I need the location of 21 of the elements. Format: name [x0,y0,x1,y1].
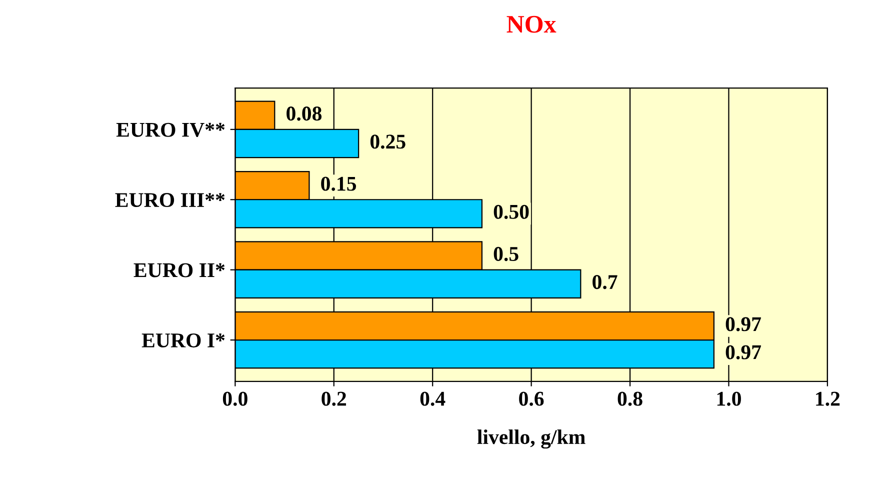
data-label: 0.7 [592,275,618,290]
data-label: 0.50 [494,204,529,219]
x-tick-label: 1.0 [717,392,741,406]
x-axis-title: livello, g/km [477,429,586,449]
data-label: 0.97 [726,345,761,360]
y-tick-label: EURO III** [115,193,225,208]
data-label: 0.5 [494,246,518,262]
x-tick-label: 0.2 [322,392,346,406]
data-label: 0.15 [321,176,356,191]
y-tick-label: EURO IV** [116,122,225,137]
data-label: 0.08 [286,106,322,121]
x-tick-label: 0.4 [420,392,446,406]
chart-title: NOx [506,16,556,33]
x-tick-label: 0.0 [222,392,248,406]
x-tick-label: 0.6 [519,392,544,406]
y-tick-label: EURO II* [134,263,225,278]
x-tick-label: 0.8 [618,392,642,406]
y-tick-label: EURO I* [142,333,225,348]
x-tick-label: 1.2 [816,392,840,406]
data-label: 0.25 [370,134,406,149]
data-label: 0.97 [726,317,761,332]
